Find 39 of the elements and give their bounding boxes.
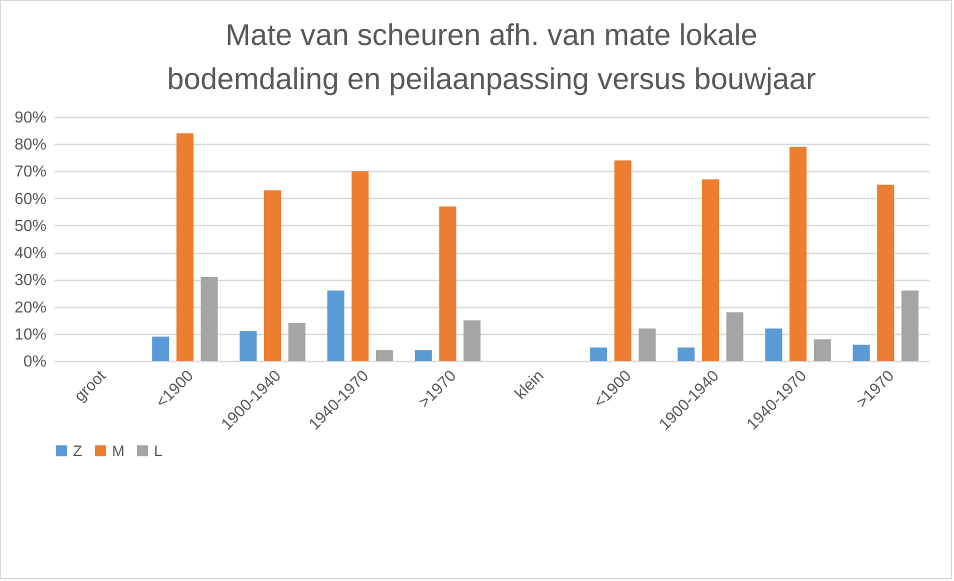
y-tick-label: 80% [14, 136, 46, 154]
y-tick-label: 10% [14, 326, 46, 344]
bar [264, 190, 282, 361]
bar [901, 290, 918, 361]
x-tick-label: klein [512, 368, 548, 403]
y-tick-label: 40% [14, 245, 46, 262]
bar [240, 331, 257, 361]
bar [638, 328, 656, 361]
y-tick-label: 90% [14, 110, 46, 126]
bar [678, 347, 695, 361]
bar [376, 350, 393, 361]
bar [877, 184, 894, 361]
legend-label: M [112, 442, 124, 460]
legend-label: Z [73, 442, 82, 460]
y-tick-label: 70% [14, 164, 46, 181]
chart-title: Mate van scheuren afh. van mate lokale bodemdaling en peilaanpassing versus bouwjaar [167, 19, 816, 96]
bar [702, 179, 719, 361]
bar [765, 328, 782, 361]
bar [814, 339, 831, 361]
bar [352, 171, 369, 361]
bar [288, 323, 306, 361]
y-tick-label: 60% [14, 190, 46, 208]
legend-label: L [154, 442, 162, 460]
bar [590, 347, 608, 361]
bar [200, 276, 218, 361]
bar [152, 336, 170, 361]
bar [790, 146, 807, 361]
y-tick-label: 0% [23, 354, 46, 370]
y-tick-label: 20% [14, 299, 46, 316]
bar [176, 133, 194, 361]
bar [439, 206, 456, 361]
y-tick-label: 50% [14, 218, 46, 235]
bar [464, 320, 481, 361]
bar [414, 350, 432, 361]
bar [726, 312, 744, 361]
bar [852, 344, 870, 361]
bar [614, 160, 632, 361]
bar [327, 290, 344, 361]
y-tick-label: 30% [14, 272, 46, 290]
